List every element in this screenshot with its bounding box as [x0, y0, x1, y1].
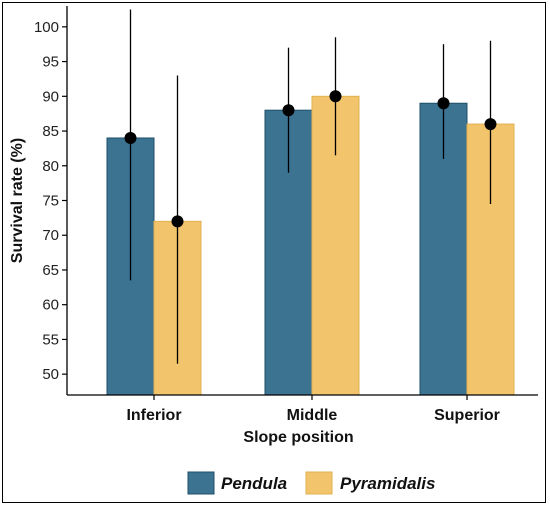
- x-axis-ticks: Inferior Middle Superior: [126, 395, 500, 424]
- y-tick-label: 70: [42, 227, 59, 244]
- y-tick-label: 85: [42, 123, 59, 140]
- x-tick-label-inferior: Inferior: [126, 407, 181, 424]
- y-tick-label: 90: [42, 88, 59, 105]
- mean-point-pyramidalis-middle: [329, 90, 342, 103]
- mean-point-pendula-inferior: [124, 131, 137, 144]
- legend-swatch-pendula: [187, 471, 215, 495]
- mean-point-pendula-middle: [282, 104, 295, 117]
- error-bars-group: [124, 9, 497, 364]
- mean-point-pyramidalis-superior: [484, 118, 497, 131]
- y-tick-label: 55: [42, 331, 59, 348]
- x-tick-label-superior: Superior: [434, 407, 500, 424]
- y-tick-label: 95: [42, 54, 59, 71]
- y-tick-label: 50: [42, 366, 59, 383]
- mean-point-pendula-superior: [437, 97, 450, 110]
- legend-label-pendula: Pendula: [221, 474, 287, 493]
- y-tick-label: 100: [34, 19, 59, 36]
- y-tick-label: 80: [42, 158, 59, 175]
- y-tick-label: 65: [42, 262, 59, 279]
- x-axis-title: Slope position: [243, 429, 353, 446]
- legend: Pendula Pyramidalis: [187, 471, 435, 495]
- y-tick-label: 75: [42, 193, 59, 210]
- mean-point-pyramidalis-inferior: [171, 215, 184, 228]
- y-axis-title: Survival rate (%): [9, 138, 26, 263]
- y-axis-ticks: 50 55 60 65 70 75 80 85 90 95 100: [34, 19, 67, 383]
- legend-label-pyramidalis: Pyramidalis: [340, 474, 435, 493]
- y-tick-label: 60: [42, 297, 59, 314]
- bars-group: [106, 95, 515, 396]
- legend-swatch-pyramidalis: [305, 471, 333, 495]
- x-tick-label-middle: Middle: [287, 407, 338, 424]
